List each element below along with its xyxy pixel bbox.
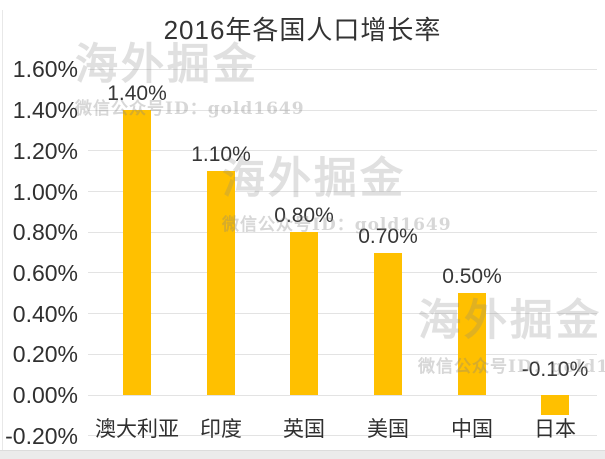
- grid-line: [88, 231, 597, 233]
- x-category-label: 日本: [534, 418, 576, 441]
- x-category-label: 印度: [200, 418, 242, 441]
- x-category-label: 澳大利亚: [95, 418, 179, 441]
- y-tick-label: 1.40%: [12, 97, 78, 123]
- x-category-label: 英国: [283, 418, 325, 441]
- grid-line: [88, 272, 597, 274]
- y-tick-label: 1.60%: [12, 56, 78, 82]
- page-background-strip: [0, 450, 605, 459]
- y-tick-label: 1.20%: [12, 138, 78, 164]
- bar: [541, 395, 569, 415]
- chart-left-border: [2, 10, 3, 450]
- bar-value-label: 0.70%: [358, 225, 418, 248]
- bar: [458, 293, 486, 395]
- y-tick-label: 0.20%: [12, 341, 78, 367]
- y-tick-label: -0.20%: [5, 423, 78, 449]
- bar-value-label: 0.50%: [442, 265, 502, 288]
- bar-value-label: 1.40%: [107, 82, 167, 105]
- grid-line: [88, 191, 597, 192]
- y-tick-label: 0.00%: [12, 382, 78, 408]
- bar: [290, 232, 318, 395]
- chart-title: 2016年各国人口增长率: [163, 15, 442, 45]
- grid-line: [88, 68, 597, 70]
- bar-value-label: 1.10%: [191, 143, 251, 166]
- bar: [374, 253, 402, 395]
- x-category-label: 中国: [451, 418, 493, 441]
- bar-value-label: -0.10%: [521, 358, 589, 381]
- grid-line: [88, 435, 597, 437]
- grid-line: [88, 109, 597, 111]
- y-tick-label: 1.00%: [12, 179, 78, 205]
- y-tick-label: 0.60%: [12, 260, 78, 286]
- grid-line: [88, 150, 597, 152]
- bar-value-label: 0.80%: [274, 204, 334, 227]
- x-category-label: 美国: [367, 418, 409, 441]
- grid-line: [88, 353, 597, 355]
- y-tick-label: 0.40%: [12, 301, 78, 327]
- bar: [123, 110, 151, 395]
- y-tick-label: 0.80%: [12, 219, 78, 245]
- bar: [207, 171, 235, 395]
- grid-line: [88, 394, 597, 396]
- grid-line: [88, 313, 597, 315]
